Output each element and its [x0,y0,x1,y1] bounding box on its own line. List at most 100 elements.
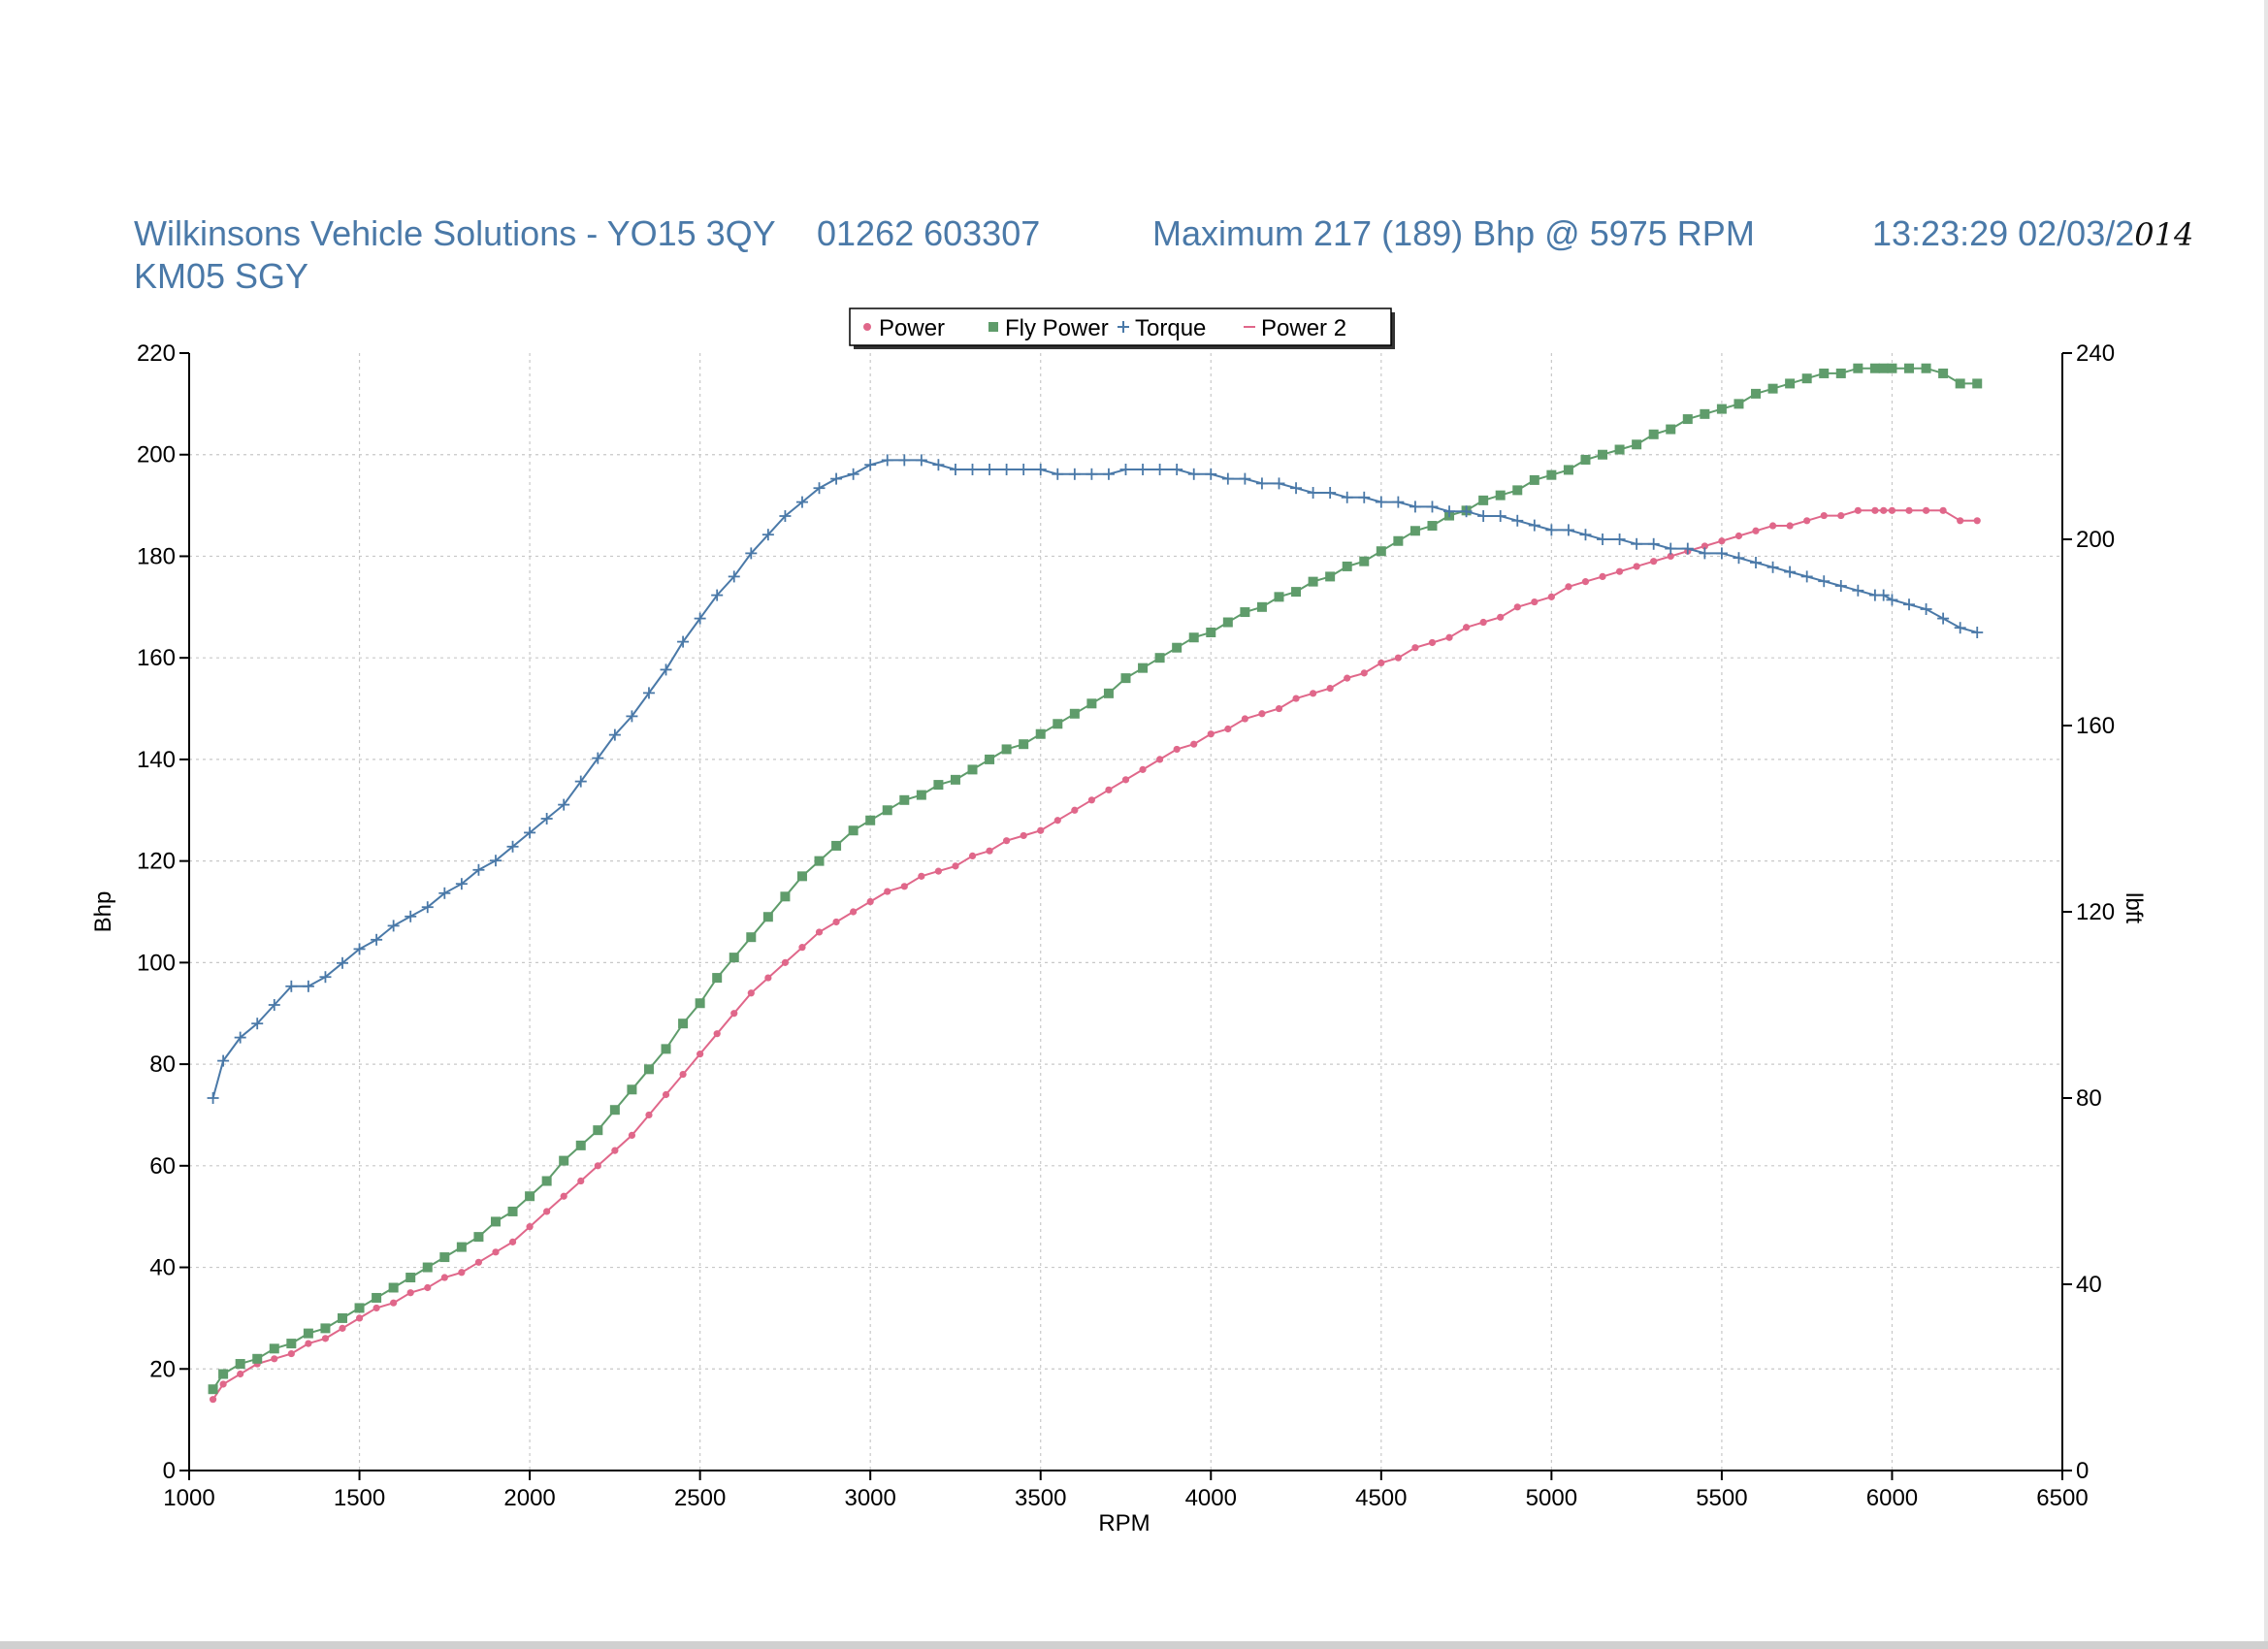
point-torque [1631,537,1643,550]
point-power [1786,522,1794,530]
point-fly-power [848,825,859,836]
point-torque [728,570,740,583]
point-fly-power [1955,378,1965,389]
point-fly-power [1325,571,1336,582]
point-fly-power [507,1206,518,1216]
point-power [305,1340,312,1347]
point-torque [1579,529,1592,541]
y-left-tick-label: 40 [149,1255,176,1281]
point-fly-power [559,1155,569,1166]
point-power [1156,756,1164,763]
point-torque [642,687,655,699]
y-left-axis-label: Bhp [90,891,116,933]
point-fly-power [1240,607,1250,618]
point-fly-power [712,973,723,984]
header-maximum: Maximum 217 (189) Bhp @ 5975 RPM [1152,213,1755,253]
point-power [986,847,993,855]
point-power [271,1355,278,1363]
point-torque [932,459,945,471]
point-torque [694,612,706,625]
point-fly-power [1103,688,1114,698]
point-torque [1800,570,1813,583]
point-fly-power [1427,521,1438,532]
point-torque [1903,598,1916,611]
header-phone: 01262 603307 [817,213,1041,253]
point-fly-power [1700,408,1710,419]
point-torque [1290,482,1303,495]
point-power [866,897,874,906]
point-fly-power [1019,739,1029,750]
point-fly-power [1222,617,1233,628]
point-power [1854,506,1862,514]
series-line-fly-power [211,367,1978,1390]
point-fly-power [1256,601,1267,612]
y-right-tick-label: 240 [2076,340,2115,367]
header-timestamp: 13:23:29 02/03/2014 [1872,213,2193,254]
point-torque [268,999,280,1011]
point-torque [1460,505,1473,518]
point-fly-power [525,1191,535,1202]
point-power [1939,506,1947,514]
series-torque [207,454,1984,1104]
point-torque [1085,468,1098,480]
point-torque [524,826,536,839]
point-power [1428,638,1437,647]
point-fly-power [439,1252,450,1263]
point-power [1207,730,1215,738]
point-torque [677,635,690,648]
point-torque [405,910,417,922]
point-power [628,1131,636,1139]
point-fly-power [985,754,995,764]
point-fly-power [967,764,978,775]
point-torque [506,840,519,853]
point-power [1701,542,1708,550]
point-power [1053,817,1061,824]
point-power [577,1177,585,1185]
point-power [1837,511,1845,520]
point-power [321,1335,330,1342]
point-torque [285,980,298,992]
y-right-axis-label: lbft [2121,892,2147,923]
point-power [1360,669,1368,677]
point-power [373,1304,380,1312]
header-timestamp-printed: 13:23:29 02/03/2 [1872,213,2135,253]
point-fly-power [1972,378,1983,389]
series-line-torque [211,459,1978,1099]
point-torque [984,464,996,475]
point-fly-power [729,953,739,963]
legend-label: Power [879,315,945,341]
point-power [815,928,824,936]
point-torque [1307,487,1319,499]
point-power [1275,704,1283,713]
point-power [1479,618,1487,627]
point-power [968,852,977,860]
point-torque [1273,477,1285,490]
point-fly-power [661,1044,671,1054]
point-fly-power [1529,474,1539,485]
point-fly-power [1035,728,1046,739]
point-power [781,958,790,966]
point-power [747,989,755,997]
point-power [339,1324,346,1332]
point-power [1190,740,1198,748]
point-fly-power [303,1328,313,1339]
point-power [1565,583,1572,591]
point-power [662,1090,670,1099]
legend-item-power: Power [863,315,945,341]
point-fly-power [1154,653,1165,663]
point-power [1871,506,1879,514]
point-torque [966,464,979,475]
point-fly-power [286,1339,297,1349]
x-tick-label: 3500 [1015,1485,1066,1511]
point-fly-power [473,1232,484,1243]
point-power [1581,578,1590,586]
point-power [474,1258,483,1266]
point-torque [711,589,724,601]
point-fly-power [1887,363,1897,373]
point-fly-power [1835,368,1846,378]
y-left-tick-label: 0 [163,1458,176,1484]
point-torque [1477,510,1490,522]
point-power [1752,527,1760,534]
point-power [237,1370,244,1378]
point-torque [1647,537,1660,550]
